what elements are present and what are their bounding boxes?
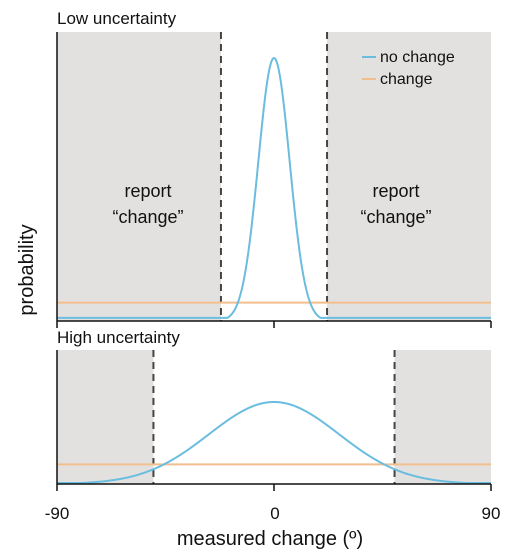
panel-high-uncertainty: High uncertainty (56, 328, 492, 491)
left-region-label-line1: report (124, 181, 171, 201)
left-region-label-line2: “change” (112, 207, 183, 227)
decision-boundaries (152, 350, 396, 484)
axes (56, 350, 492, 491)
legend: no change change (362, 49, 455, 88)
legend-label-no-change: no change (380, 49, 455, 66)
panel-title-low: Low uncertainty (57, 9, 177, 28)
legend-label-change: change (380, 71, 433, 88)
shaded-region-right (327, 32, 491, 321)
shaded-region-left (57, 350, 154, 484)
shaded-region-left (57, 32, 221, 321)
shaded-region-right (394, 350, 491, 484)
curves (57, 400, 491, 485)
axes (56, 32, 492, 328)
series-no-change-curve (57, 56, 491, 319)
x-axis-label: measured change (º) (177, 528, 363, 550)
x-tick-label-90: 90 (482, 504, 501, 523)
decision-boundaries (219, 32, 329, 321)
series-no-change-curve (57, 400, 491, 485)
right-region-label-line1: report (372, 181, 419, 201)
panel-title-high: High uncertainty (57, 328, 180, 347)
curves (57, 56, 491, 319)
y-axis-label: probability (16, 224, 38, 315)
x-tick-label-neg90: -90 (45, 504, 70, 523)
report-change-regions (57, 350, 491, 484)
report-change-regions (57, 32, 491, 321)
right-region-label-line2: “change” (360, 207, 431, 227)
panel-low-uncertainty: Low uncertainty report “change” report “… (56, 9, 492, 328)
x-tick-label-0: 0 (270, 504, 279, 523)
